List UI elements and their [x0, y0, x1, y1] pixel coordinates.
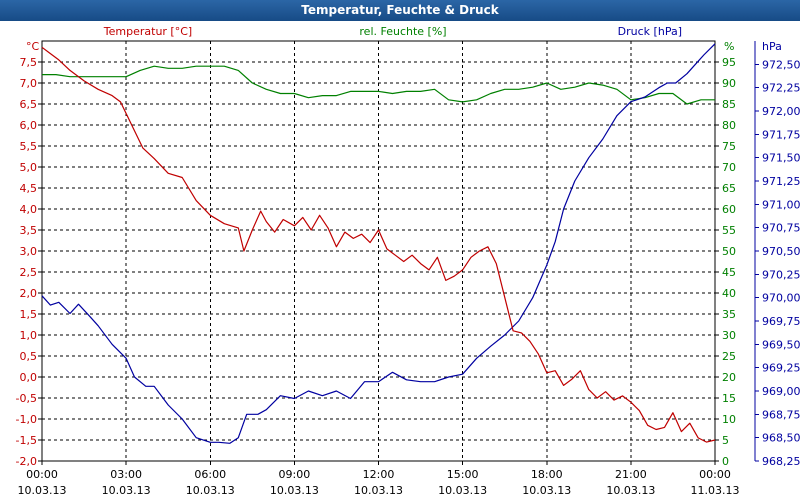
time-tick-label: 09:00 — [279, 468, 311, 481]
humidity-tick-label: 5 — [722, 434, 729, 447]
humidity-tick-label: 85 — [722, 98, 736, 111]
humidity-tick-label: 30 — [722, 329, 736, 342]
pressure-axis: 968,25 968,50 968,75 969,00 969,25 969,50 969,… — [754, 40, 800, 468]
temperature-tick-label: 5,0 — [20, 161, 38, 174]
humidity-tick-label: 50 — [722, 245, 736, 258]
pressure-tick-label: 970,75 — [762, 222, 800, 235]
date-tick-label: 11.03.13 — [691, 484, 740, 497]
temperature-tick-label: 3,5 — [20, 224, 38, 237]
time-tick-label: 00:00 — [699, 468, 731, 481]
humidity-tick-label: 90 — [722, 77, 736, 90]
pressure-tick-label: 972,25 — [762, 82, 800, 95]
pressure-tick-label: 971,00 — [762, 198, 800, 211]
humidity-axis: 0 5 10 15 20 25 30 35 40 45 50 55 60 65 70 75 80 85 90 95% — [715, 40, 736, 468]
pressure-tick-label: 968,50 — [762, 432, 800, 445]
date-tick-label: 10.03.13 — [102, 484, 151, 497]
series-line-humidity — [42, 65, 715, 105]
pressure-unit: hPa — [762, 40, 782, 53]
temperature-tick-label: -0,5 — [16, 392, 37, 405]
humidity-tick-label: 80 — [722, 119, 736, 132]
humidity-tick-label: 20 — [722, 371, 736, 384]
temperature-tick-label: 3,0 — [20, 245, 38, 258]
pressure-tick-label: 971,75 — [762, 128, 800, 141]
temperature-tick-label: -1,0 — [16, 413, 37, 426]
pressure-tick-label: 970,50 — [762, 245, 800, 258]
humidity-tick-label: 40 — [722, 287, 736, 300]
temperature-tick-label: 7,5 — [20, 56, 38, 69]
axis-headers: Temperatur [°C] rel. Feuchte [%] Druck [hP… — [103, 25, 682, 38]
date-tick-label: 10.03.13 — [18, 484, 67, 497]
humidity-tick-label: 10 — [722, 413, 736, 426]
time-axis: 00:00 10.03.13 03:00 10.03.13 06:00 10.03.13 0… — [18, 461, 740, 497]
humidity-tick-label: 25 — [722, 350, 736, 363]
temperature-tick-label: -2,0 — [16, 455, 37, 468]
humidity-tick-label: 0 — [722, 455, 729, 468]
pressure-tick-label: 972,50 — [762, 58, 800, 71]
pressure-tick-label: 968,25 — [762, 455, 800, 468]
temperature-tick-label: 4,0 — [20, 203, 38, 216]
humidity-tick-label: 65 — [722, 182, 736, 195]
humidity-tick-label: 15 — [722, 392, 736, 405]
pressure-tick-label: 969,25 — [762, 362, 800, 375]
humidity-tick-label: 55 — [722, 224, 736, 237]
date-tick-label: 10.03.13 — [606, 484, 655, 497]
humidity-tick-label: 60 — [722, 203, 736, 216]
temperature-tick-label: 4,5 — [20, 182, 38, 195]
window-title: Temperatur, Feuchte & Druck — [0, 0, 800, 21]
humidity-tick-label: 35 — [722, 308, 736, 321]
time-tick-label: 03:00 — [110, 468, 142, 481]
humidity-tick-label: 45 — [722, 266, 736, 279]
time-tick-label: 18:00 — [531, 468, 563, 481]
series-line-temperature — [41, 46, 716, 443]
time-tick-label: 21:00 — [615, 468, 647, 481]
pressure-tick-label: 970,00 — [762, 292, 800, 305]
pressure-tick-label: 972,00 — [762, 105, 800, 118]
pressure-tick-label: 968,75 — [762, 408, 800, 421]
temperature-axis: -2,0 -1,5 -1,0 -0,5 0,0 0,5 1,0 1,5 2,0 2,5 3,0 3,5… — [16, 40, 42, 468]
series-line-pressure — [41, 43, 716, 444]
temperature-tick-label: 5,5 — [20, 140, 38, 153]
temperature-tick-label: 0,5 — [20, 350, 38, 363]
pressure-tick-label: 971,25 — [762, 175, 800, 188]
temperature-tick-label: 2,5 — [20, 266, 38, 279]
pressure-tick-label: 969,75 — [762, 315, 800, 328]
date-tick-label: 10.03.13 — [354, 484, 403, 497]
humidity-tick-label: 70 — [722, 161, 736, 174]
date-tick-label: 10.03.13 — [270, 484, 319, 497]
pressure-tick-label: 969,00 — [762, 385, 800, 398]
humidity-tick-label: 75 — [722, 140, 736, 153]
time-tick-label: 00:00 — [26, 468, 58, 481]
temperature-tick-label: 7,0 — [20, 77, 38, 90]
temperature-tick-label: 0,0 — [20, 371, 38, 384]
time-tick-label: 06:00 — [194, 468, 226, 481]
temperature-tick-label: 6,0 — [20, 119, 38, 132]
time-tick-label: 15:00 — [447, 468, 479, 481]
humidity-unit: % — [724, 40, 734, 53]
pressure-axis-label: Druck [hPa] — [618, 25, 682, 38]
pressure-tick-label: 971,50 — [762, 152, 800, 165]
series-lines — [41, 43, 716, 444]
date-tick-label: 10.03.13 — [186, 484, 235, 497]
humidity-axis-label: rel. Feuchte [%] — [359, 25, 446, 38]
temperature-tick-label: 6,5 — [20, 98, 38, 111]
humidity-tick-label: 95 — [722, 56, 736, 69]
temperature-tick-label: -1,5 — [16, 434, 37, 447]
pressure-tick-label: 969,50 — [762, 338, 800, 351]
date-tick-label: 10.03.13 — [438, 484, 487, 497]
temperature-axis-label: Temperatur [°C] — [103, 25, 192, 38]
temperature-unit: °C — [26, 40, 40, 53]
temperature-tick-label: 1,5 — [20, 308, 38, 321]
time-tick-label: 12:00 — [363, 468, 395, 481]
chart-area: -2,0 -1,5 -1,0 -0,5 0,0 0,5 1,0 1,5 2,0 2,5 3,0 3,5… — [16, 25, 800, 497]
date-tick-label: 10.03.13 — [522, 484, 571, 497]
temperature-tick-label: 1,0 — [20, 329, 38, 342]
temperature-tick-label: 2,0 — [20, 287, 38, 300]
pressure-tick-label: 970,25 — [762, 268, 800, 281]
